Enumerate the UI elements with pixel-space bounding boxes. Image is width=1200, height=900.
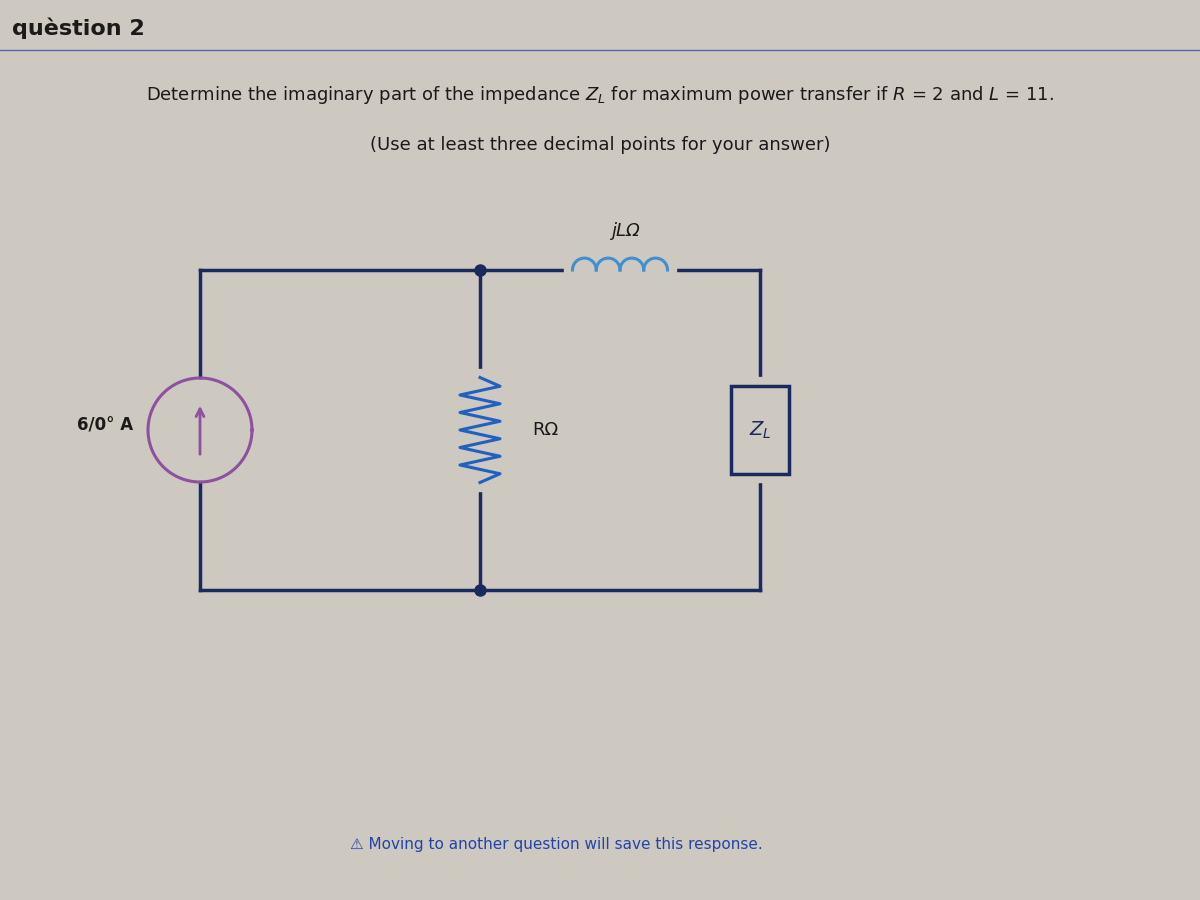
FancyBboxPatch shape: [731, 386, 790, 474]
Text: jLΩ: jLΩ: [611, 222, 640, 240]
Text: 6/0° A: 6/0° A: [77, 416, 133, 434]
Text: Determine the imaginary part of the impedance $Z_L$ for maximum power transfer i: Determine the imaginary part of the impe…: [146, 84, 1054, 106]
Circle shape: [150, 380, 250, 480]
Text: (Use at least three decimal points for your answer): (Use at least three decimal points for y…: [370, 136, 830, 154]
Text: RΩ: RΩ: [532, 421, 558, 439]
Text: quèstion 2: quèstion 2: [12, 17, 145, 39]
Text: $Z_L$: $Z_L$: [749, 419, 772, 441]
Text: ⚠ Moving to another question will save this response.: ⚠ Moving to another question will save t…: [350, 838, 763, 852]
